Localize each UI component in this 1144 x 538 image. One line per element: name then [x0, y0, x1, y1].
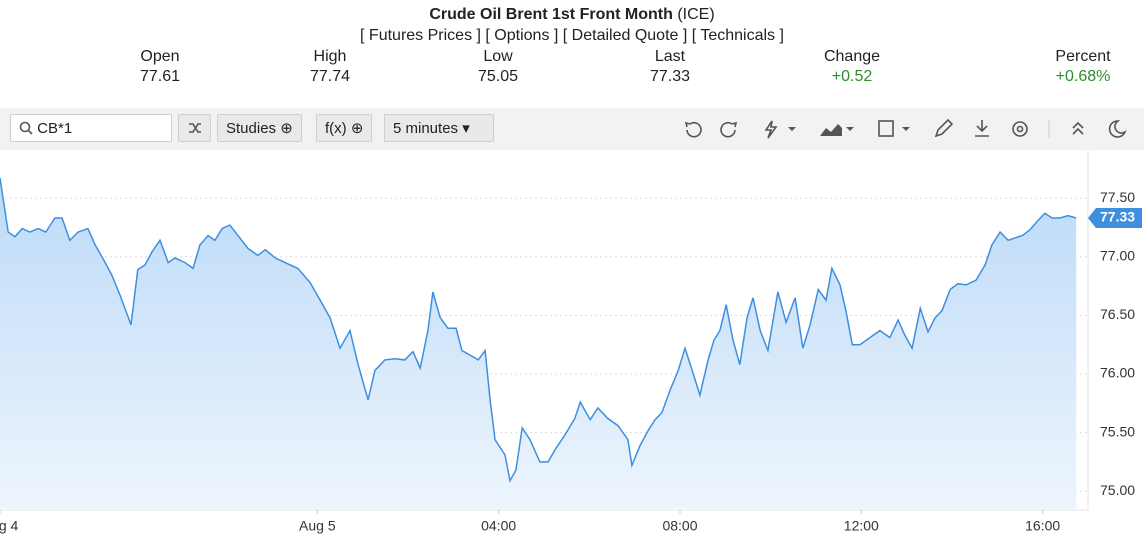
quote-field: Percent +0.68% [1013, 47, 1144, 87]
search-box[interactable]: CB*1 [10, 114, 172, 142]
layout-icon[interactable] [878, 120, 894, 137]
quote-value: +0.52 [831, 68, 873, 85]
download-icon[interactable] [975, 120, 989, 137]
x-tick-label: 08:00 [662, 518, 697, 534]
undo-icon[interactable] [684, 121, 702, 138]
y-tick-label: 76.50 [1100, 306, 1135, 322]
draw-icon[interactable] [764, 120, 778, 139]
x-tick-label: 04:00 [481, 518, 516, 534]
x-tick-label: Aug 5 [299, 518, 336, 534]
y-tick-label: 77.00 [1100, 247, 1135, 263]
x-tick-label: Aug 4 [0, 518, 19, 534]
theme-icon[interactable] [1108, 120, 1127, 138]
price-line [0, 177, 1077, 483]
quote-label: High [313, 48, 347, 65]
quote-value: 75.05 [477, 68, 519, 85]
last-price-label: 77.33 [1100, 209, 1135, 225]
quote-field: Low 75.05 [428, 47, 568, 87]
y-tick-label: 77.50 [1100, 189, 1135, 205]
quote-value: +0.68% [1055, 68, 1111, 85]
quote-value: 77.33 [649, 68, 691, 85]
link[interactable]: [ Technicals ] [691, 27, 784, 44]
settings-icon[interactable] [1012, 121, 1028, 137]
quote-label: Change [823, 48, 881, 65]
y-tick-label: 75.50 [1100, 423, 1135, 439]
pencil-icon[interactable] [934, 118, 954, 138]
fx-button[interactable]: f(x) ⊕ [316, 114, 373, 142]
shuffle-icon [189, 123, 201, 133]
last-price-badge [1088, 208, 1142, 229]
x-tick-label: 16:00 [1025, 518, 1060, 534]
fx-label: f(x) [325, 120, 347, 137]
area [0, 178, 1077, 510]
quote-label: Last [654, 48, 686, 65]
header-title: Crude Oil Brent 1st Front Month (ICE) [0, 6, 1144, 24]
quote-field: Change +0.52 [782, 47, 922, 87]
instrument: Crude Oil Brent 1st Front Month [429, 6, 673, 23]
link[interactable]: [ Detailed Quote ] [562, 27, 688, 44]
redo-icon[interactable] [720, 121, 738, 138]
studies-label: Studies [226, 120, 277, 137]
quote-field: High 77.74 [260, 47, 400, 87]
search-text: CB*1 [37, 120, 73, 137]
quote-value: 77.74 [309, 68, 351, 85]
y-tick-label: 75.00 [1100, 482, 1135, 498]
interval-label: 5 minutes [393, 120, 459, 137]
quote-field: Last 77.33 [600, 47, 740, 87]
toolbar: CB*1 Studies ⊕ f(x) ⊕ 5 minutes ▾ [0, 108, 1144, 150]
link[interactable]: [ Futures Prices ] [360, 27, 481, 44]
y-tick-label: 76.00 [1100, 365, 1135, 381]
quote-label: Percent [1055, 48, 1111, 65]
links: [ Futures Prices ] [ Options ] [ Detaile… [0, 27, 1144, 45]
search-icon [19, 121, 33, 135]
quote-value: 77.61 [139, 68, 181, 85]
studies-button[interactable]: Studies ⊕ [217, 114, 302, 142]
quote-label: Open [140, 48, 180, 65]
compare-button[interactable] [178, 114, 211, 142]
chart-type-icon[interactable] [820, 124, 842, 136]
x-tick-label: 12:00 [844, 518, 879, 534]
exchange: (ICE) [677, 6, 715, 23]
quote-label: Low [483, 48, 513, 65]
chart: 75.00 75.50 76.00 76.50 77.00 77.50 Aug 4 Aug 5… [0, 150, 1142, 534]
quote-field: Open 77.61 [90, 47, 230, 87]
link[interactable]: [ Options ] [485, 27, 559, 44]
toolbar-icons [684, 118, 1127, 139]
collapse-icon[interactable] [1072, 121, 1084, 135]
interval-select[interactable]: 5 minutes ▾ [384, 114, 494, 142]
